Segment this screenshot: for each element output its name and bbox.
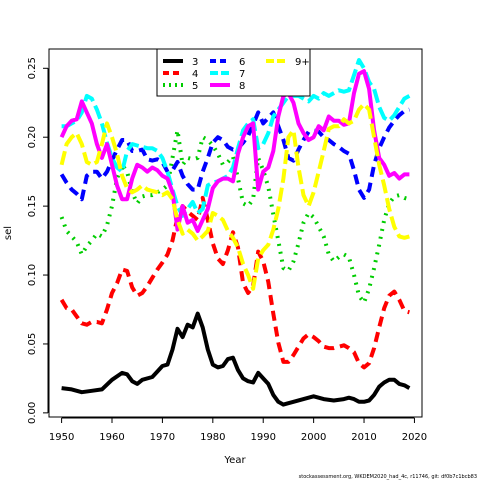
- legend-label-7: 7: [239, 69, 245, 80]
- legend-label-6: 6: [239, 57, 245, 68]
- y-tick-label: 0.25: [27, 57, 38, 79]
- series-line-3: [61, 311, 411, 407]
- x-tick-label: 1950: [49, 432, 74, 443]
- x-tick-label: 1970: [150, 432, 175, 443]
- x-tick-label: 2020: [402, 432, 427, 443]
- x-tick-label: 2000: [301, 432, 326, 443]
- y-tick-label: 0.00: [27, 402, 38, 424]
- y-axis: 0.00 0.05 0.10 0.15 0.20 0.25: [27, 57, 49, 424]
- x-axis: 1950 1960 1970 1980 1990 2000 2010 2020: [49, 417, 427, 443]
- legend: 345 678 9+: [156, 48, 311, 97]
- y-tick-label: 0.05: [27, 333, 38, 355]
- y-tick-label: 0.15: [27, 195, 38, 217]
- legend-label-4: 4: [192, 69, 198, 80]
- x-tick-label: 1960: [99, 432, 124, 443]
- series-line-6: [59, 107, 410, 202]
- y-tick-label: 0.20: [27, 126, 38, 148]
- x-tick-label: 2010: [351, 432, 376, 443]
- legend-label-3: 3: [192, 57, 198, 68]
- y-axis-title: sel: [3, 226, 14, 240]
- series-line-7: [61, 58, 411, 218]
- x-tick-label: 1990: [250, 432, 275, 443]
- legend-label-5: 5: [192, 81, 198, 92]
- series-line-8: [59, 69, 410, 233]
- x-tick-label: 1980: [200, 432, 225, 443]
- y-tick-label: 0.10: [27, 264, 38, 286]
- legend-label-8: 8: [239, 81, 245, 92]
- footer-credit: stockassessment.org, WKDEM2020_had_4c, r…: [299, 474, 477, 480]
- series-layer: [59, 58, 411, 407]
- x-axis-title: Year: [223, 455, 246, 466]
- legend-label-9plus: 9+: [295, 57, 310, 68]
- legend-box: [156, 48, 311, 97]
- series-line-9plus: [59, 102, 410, 291]
